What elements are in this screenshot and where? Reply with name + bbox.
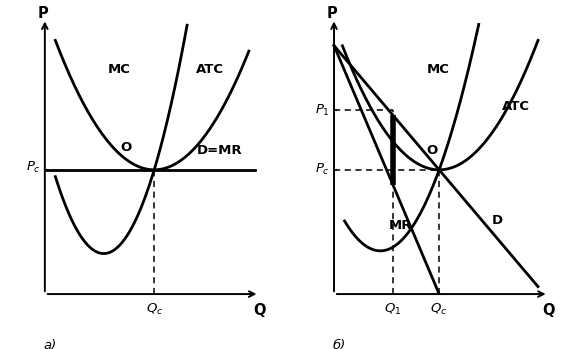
Text: D: D [492,214,503,227]
Text: D=MR: D=MR [196,144,242,157]
Text: $Q_1$: $Q_1$ [384,302,402,317]
Text: $P_c$: $P_c$ [26,159,41,175]
Text: $Q_c$: $Q_c$ [431,302,448,317]
Text: б): б) [333,339,346,349]
Text: а): а) [43,339,57,349]
Text: ATC: ATC [502,101,530,113]
Text: Q: Q [253,303,265,318]
Text: MC: MC [427,62,450,76]
Text: O: O [121,141,132,154]
Text: MR: MR [389,219,412,232]
Text: O: O [427,144,438,157]
Text: ATC: ATC [196,62,224,76]
Text: Q: Q [542,303,555,318]
Text: MC: MC [108,62,131,76]
Text: $P_c$: $P_c$ [315,162,330,177]
Text: $P_1$: $P_1$ [315,103,330,118]
Text: $Q_c$: $Q_c$ [145,302,163,317]
Text: P: P [37,6,48,21]
Text: P: P [327,6,337,21]
